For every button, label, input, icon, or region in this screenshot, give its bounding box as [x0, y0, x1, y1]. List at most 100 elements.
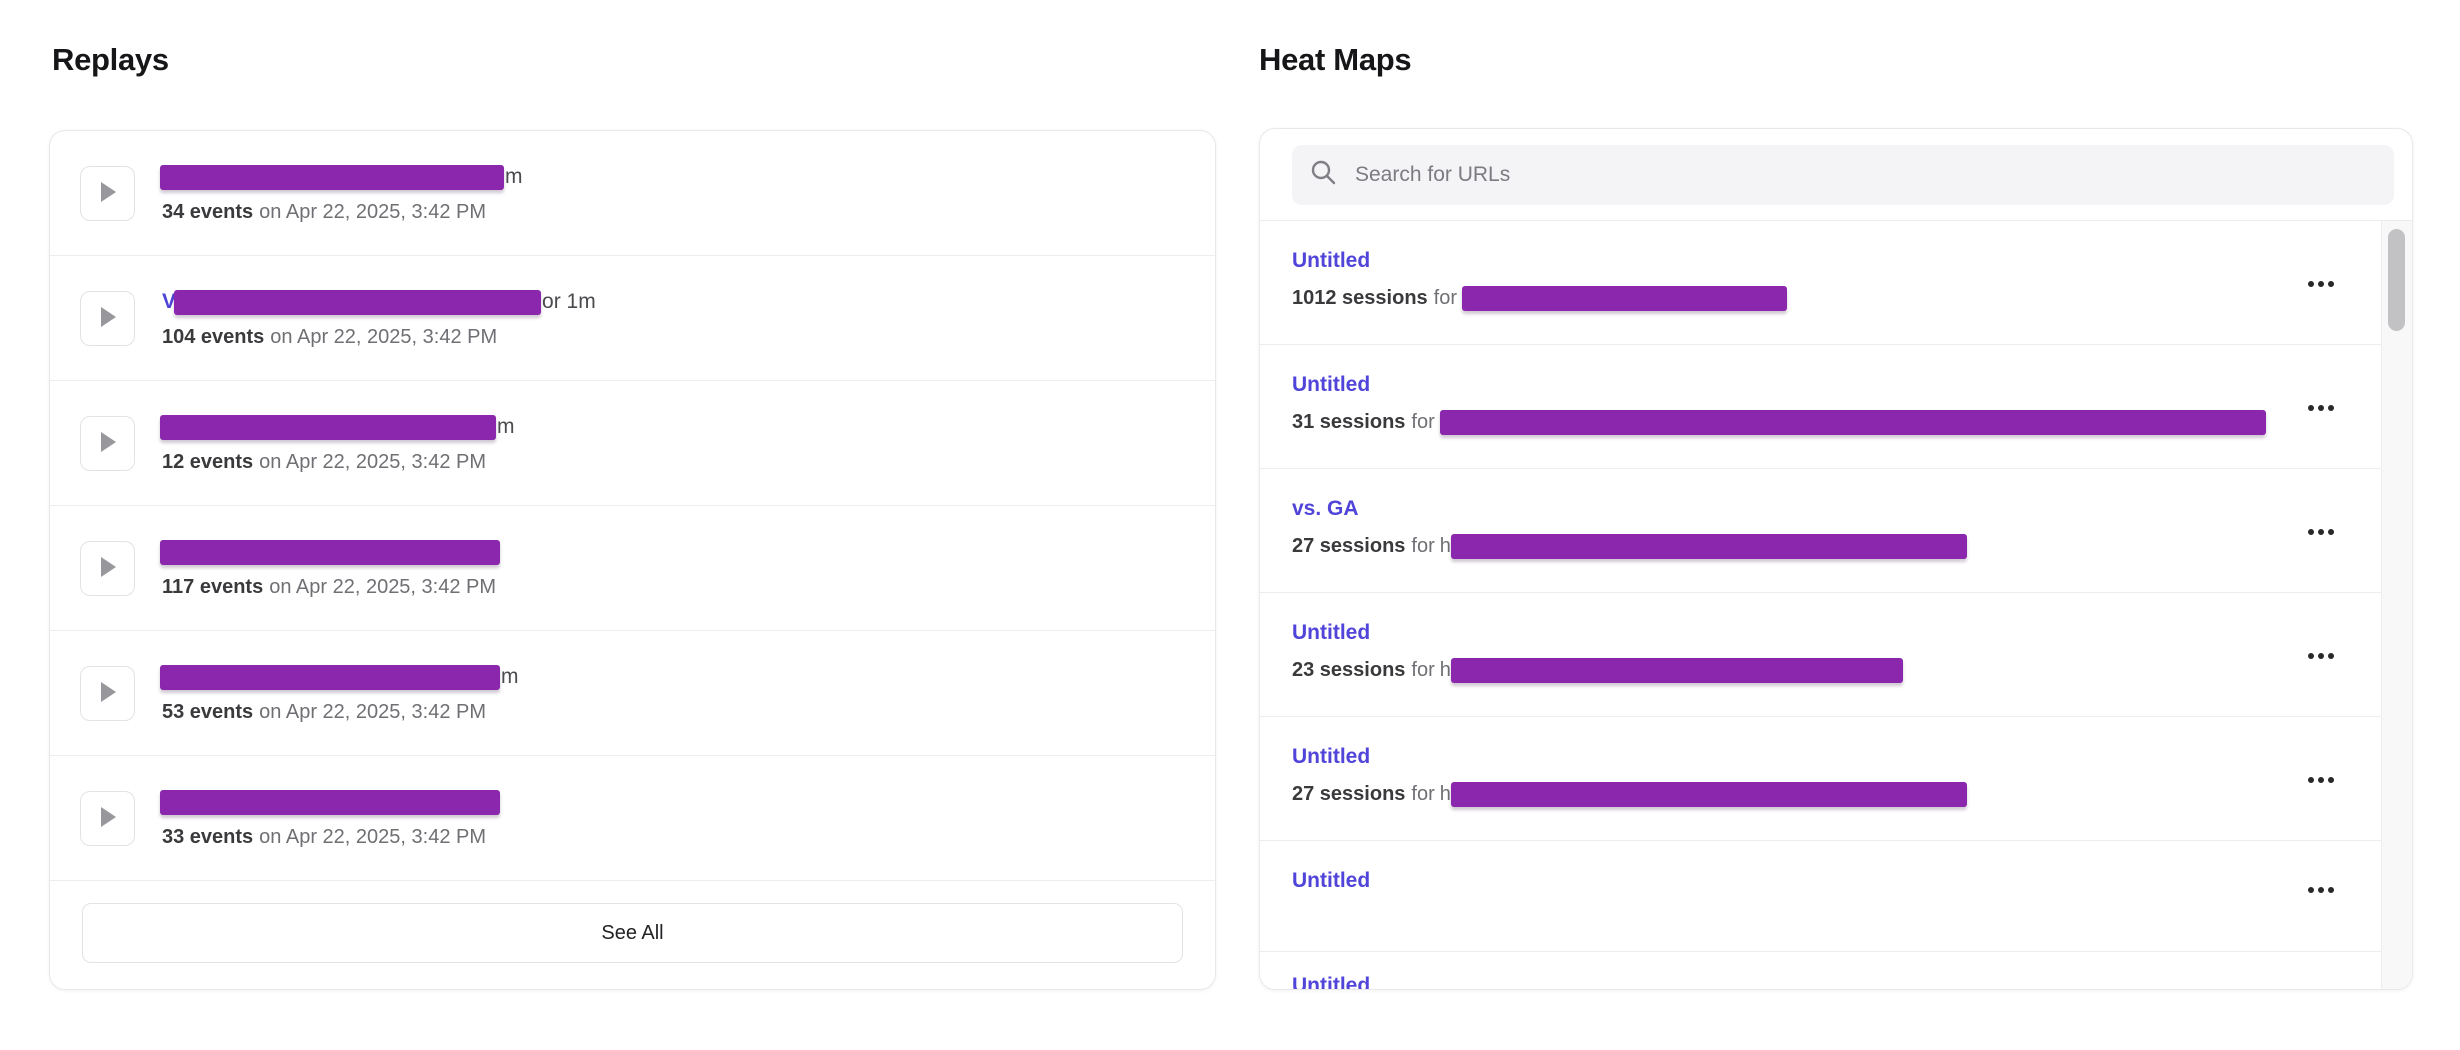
heatmap-title-link[interactable]: vs. GA: [1292, 497, 1359, 520]
replay-timestamp: on Apr 22, 2025, 3:42 PM: [259, 451, 486, 473]
play-button[interactable]: [80, 165, 135, 221]
for-text: for: [1433, 286, 1457, 309]
replays-card: m 34 events on Apr 22, 2025, 3:42 PM V or…: [49, 130, 1216, 990]
search-icon: [1310, 159, 1337, 191]
more-options-icon: [2308, 777, 2314, 783]
replay-meta: 117 events on Apr 22, 2025, 3:42 PM: [162, 576, 501, 599]
scrollbar-thumb[interactable]: [2388, 229, 2405, 331]
for-text: for: [1411, 782, 1435, 805]
heatmap-row: Untitled 27 sessions for h: [1260, 717, 2382, 841]
session-count: 1012 sessions: [1292, 286, 1428, 309]
event-count: 117 events: [162, 576, 264, 598]
more-options-icon: [2328, 529, 2334, 535]
search-input[interactable]: [1353, 162, 2374, 188]
more-options-icon: [2318, 887, 2324, 893]
replay-meta: 53 events on Apr 22, 2025, 3:42 PM: [162, 701, 519, 724]
heatmap-meta: 1012 sessions for: [1292, 285, 2338, 311]
play-icon: [98, 680, 118, 707]
heatmap-meta: 31 sessions for: [1292, 409, 2338, 435]
more-options-icon: [2328, 281, 2334, 287]
replay-info: 117 events on Apr 22, 2025, 3:42 PM: [160, 537, 501, 599]
replay-meta: 33 events on Apr 22, 2025, 3:42 PM: [162, 826, 501, 849]
replay-meta: 12 events on Apr 22, 2025, 3:42 PM: [162, 451, 515, 474]
redacted-url: [1450, 533, 1967, 559]
event-count: 33 events: [162, 826, 254, 848]
replay-timestamp: on Apr 22, 2025, 3:42 PM: [259, 201, 486, 223]
heatmap-title-link[interactable]: Untitled: [1292, 249, 1371, 272]
url-visible-text: h: [1439, 534, 1451, 557]
heatmaps-card: Untitled 1012 sessions for Untitled 31 s…: [1259, 128, 2413, 990]
redacted-url: [1450, 781, 1967, 807]
replays-section-title: Replays: [52, 42, 169, 77]
replay-row: 117 events on Apr 22, 2025, 3:42 PM: [50, 506, 1215, 631]
more-options-button[interactable]: [2304, 773, 2338, 787]
scrollbar-track[interactable]: [2381, 221, 2412, 989]
more-options-button[interactable]: [2304, 277, 2338, 291]
replay-info: 33 events on Apr 22, 2025, 3:42 PM: [160, 787, 501, 849]
for-text: for: [1411, 534, 1435, 557]
redacted-visitor-name: [160, 539, 500, 565]
visit-duration-text: m: [501, 665, 519, 688]
visit-duration-text: or 1m: [542, 290, 596, 313]
replay-timestamp: on Apr 22, 2025, 3:42 PM: [270, 326, 498, 348]
replay-meta: 34 events on Apr 22, 2025, 3:42 PM: [162, 201, 523, 224]
play-button[interactable]: [80, 540, 135, 596]
more-options-button[interactable]: [2304, 525, 2338, 539]
heatmap-row: Untitled 23 sessions for h: [1260, 593, 2382, 717]
play-button[interactable]: [80, 290, 135, 346]
more-options-icon: [2328, 887, 2334, 893]
replay-row: m 53 events on Apr 22, 2025, 3:42 PM: [50, 631, 1215, 756]
redacted-visitor-name: [160, 414, 496, 440]
more-options-icon: [2328, 405, 2334, 411]
redacted-url: [1450, 657, 1903, 683]
session-count: 23 sessions: [1292, 658, 1406, 681]
heatmap-row: vs. GA 27 sessions for h: [1260, 469, 2382, 593]
heatmap-title-link[interactable]: Untitled: [1292, 869, 1371, 892]
heatmap-title-link[interactable]: Untitled: [1292, 621, 1371, 644]
replay-info: m 12 events on Apr 22, 2025, 3:42 PM: [160, 412, 515, 474]
heatmaps-search-section: [1260, 129, 2412, 221]
event-count: 53 events: [162, 701, 254, 723]
event-count: 34 events: [162, 201, 254, 223]
play-icon: [98, 305, 118, 332]
more-options-icon: [2308, 281, 2314, 287]
replay-row: V or 1m 104 events on Apr 22, 2025, 3:42 …: [50, 256, 1215, 381]
heatmap-title-link[interactable]: Untitled: [1292, 745, 1371, 768]
session-count: 31 sessions: [1292, 410, 1406, 433]
play-icon: [98, 555, 118, 582]
redacted-visitor-name: [160, 664, 500, 690]
visit-duration-text: m: [505, 165, 523, 188]
heatmap-meta: 23 sessions for h: [1292, 657, 2338, 683]
more-options-button[interactable]: [2304, 649, 2338, 663]
redacted-visitor-name: [160, 164, 504, 190]
session-count: 27 sessions: [1292, 782, 1406, 805]
play-button[interactable]: [80, 790, 135, 846]
replay-row: m 12 events on Apr 22, 2025, 3:42 PM: [50, 381, 1215, 506]
url-visible-text: h: [1439, 658, 1451, 681]
heatmap-title-link[interactable]: Untitled: [1292, 373, 1371, 396]
replay-info: V or 1m 104 events on Apr 22, 2025, 3:42 …: [162, 287, 596, 349]
play-button[interactable]: [80, 415, 135, 471]
for-text: for: [1411, 410, 1435, 433]
replay-timestamp: on Apr 22, 2025, 3:42 PM: [269, 576, 497, 598]
heatmap-row: Untitled: [1260, 841, 2382, 952]
replay-info: m 53 events on Apr 22, 2025, 3:42 PM: [160, 662, 519, 724]
heatmap-meta: 27 sessions for h: [1292, 533, 2338, 559]
more-options-icon: [2328, 653, 2334, 659]
redacted-url: [1462, 285, 1787, 311]
play-button[interactable]: [80, 665, 135, 721]
heatmap-title-link[interactable]: Untitled: [1292, 974, 1371, 989]
heatmap-row-partial: Untitled: [1260, 952, 2382, 989]
play-icon: [98, 430, 118, 457]
more-options-button[interactable]: [2304, 883, 2338, 897]
replay-row: m 34 events on Apr 22, 2025, 3:42 PM: [50, 131, 1215, 256]
replay-timestamp: on Apr 22, 2025, 3:42 PM: [259, 826, 486, 848]
event-count: 104 events: [162, 326, 265, 348]
visitor-name-link[interactable]: V: [162, 290, 177, 313]
see-all-section: See All: [50, 881, 1215, 985]
redacted-visitor-name: [174, 289, 542, 315]
more-options-button[interactable]: [2304, 401, 2338, 415]
url-visible-text: h: [1439, 782, 1451, 805]
see-all-button[interactable]: See All: [82, 903, 1183, 963]
replay-row: 33 events on Apr 22, 2025, 3:42 PM: [50, 756, 1215, 881]
